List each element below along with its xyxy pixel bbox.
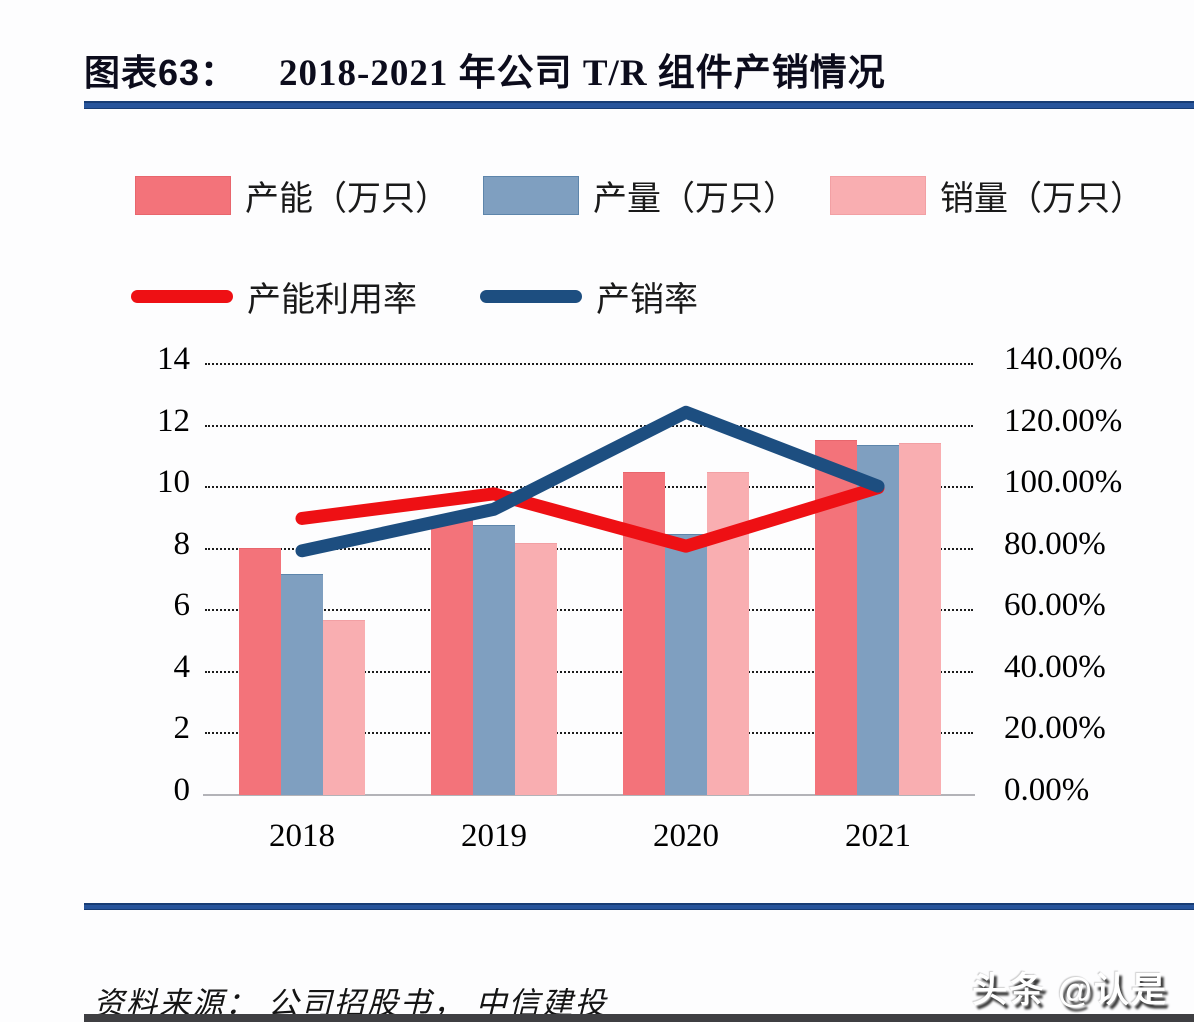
bar-产量（万只） [281,573,323,795]
legend-label: 产能（万只） [245,181,449,218]
legend-label: 产销率 [596,282,698,319]
right-axis-tick: 80.00% [1004,525,1106,562]
legend-item-sales: 销量（万只） [830,171,1144,220]
left-axis-tick: 0 [173,772,191,808]
left-axis-tick: 8 [173,525,191,562]
bar-销量（万只） [515,543,557,795]
chart-title: 图表63： 2018-2021 年公司 T/R 组件产销情况 [84,42,1144,96]
sales-ratio-line-swatch [480,290,582,303]
watermark: 头条 @认是 [972,971,1168,1010]
legend-item-capacity: 产能（万只） [135,171,449,220]
gridline [205,609,973,612]
right-axis-tick: 120.00% [1004,402,1123,439]
left-axis-tick: 10 [157,464,190,501]
line-产能利用率 [295,481,885,553]
left-axis-tick: 6 [173,587,191,624]
bar-产能（万只） [815,439,857,795]
utilization-line-swatch [131,290,233,303]
right-axis-tick: 140.00% [1004,341,1123,377]
sales-swatch [830,176,926,215]
title-text: 2018-2021 年公司 T/R 组件产销情况 [279,53,886,94]
right-axis-tick: 100.00% [1004,464,1123,501]
bar-产量（万只） [473,524,515,795]
bar-产能（万只） [623,472,665,795]
x-axis-line [203,794,975,796]
legend-label: 销量（万只） [940,181,1144,218]
legend-item-sales-ratio: 产销率 [480,272,698,321]
left-axis-tick: 14 [157,341,190,377]
left-axis-tick: 4 [173,648,191,685]
right-axis-tick: 40.00% [1004,648,1106,685]
gridline [205,424,973,427]
left-axis-tick: 12 [157,402,190,439]
x-axis-label: 2019 [461,818,527,854]
bar-产量（万只） [857,444,899,795]
left-axis-tick: 2 [173,710,191,747]
gridline [205,670,973,673]
capacity-swatch [135,176,231,215]
bar-产能（万只） [239,547,281,795]
gridline [205,732,973,735]
bottom-crop-bar [84,1014,1194,1022]
line-产销率 [295,405,885,558]
footer-divider [84,903,1194,910]
bar-销量（万只） [899,443,941,795]
legend-item-utilization: 产能利用率 [131,272,417,321]
right-axis-tick: 20.00% [1004,710,1106,747]
gridline [205,363,973,365]
legend-item-output: 产量（万只） [483,171,797,220]
right-axis-tick: 60.00% [1004,587,1106,624]
bar-产量（万只） [665,533,707,795]
title-divider [84,101,1194,109]
bar-销量（万只） [323,620,365,795]
bar-销量（万只） [707,472,749,795]
x-axis-label: 2018 [269,818,335,854]
figure-number: 图表63： [84,52,238,93]
x-axis-label: 2021 [845,818,911,854]
bar-产能（万只） [431,520,473,795]
legend-label: 产能利用率 [247,282,417,319]
x-axis-label: 2020 [653,818,719,854]
output-swatch [483,176,579,215]
legend-label: 产量（万只） [593,181,797,218]
right-axis-tick: 0.00% [1004,772,1090,808]
